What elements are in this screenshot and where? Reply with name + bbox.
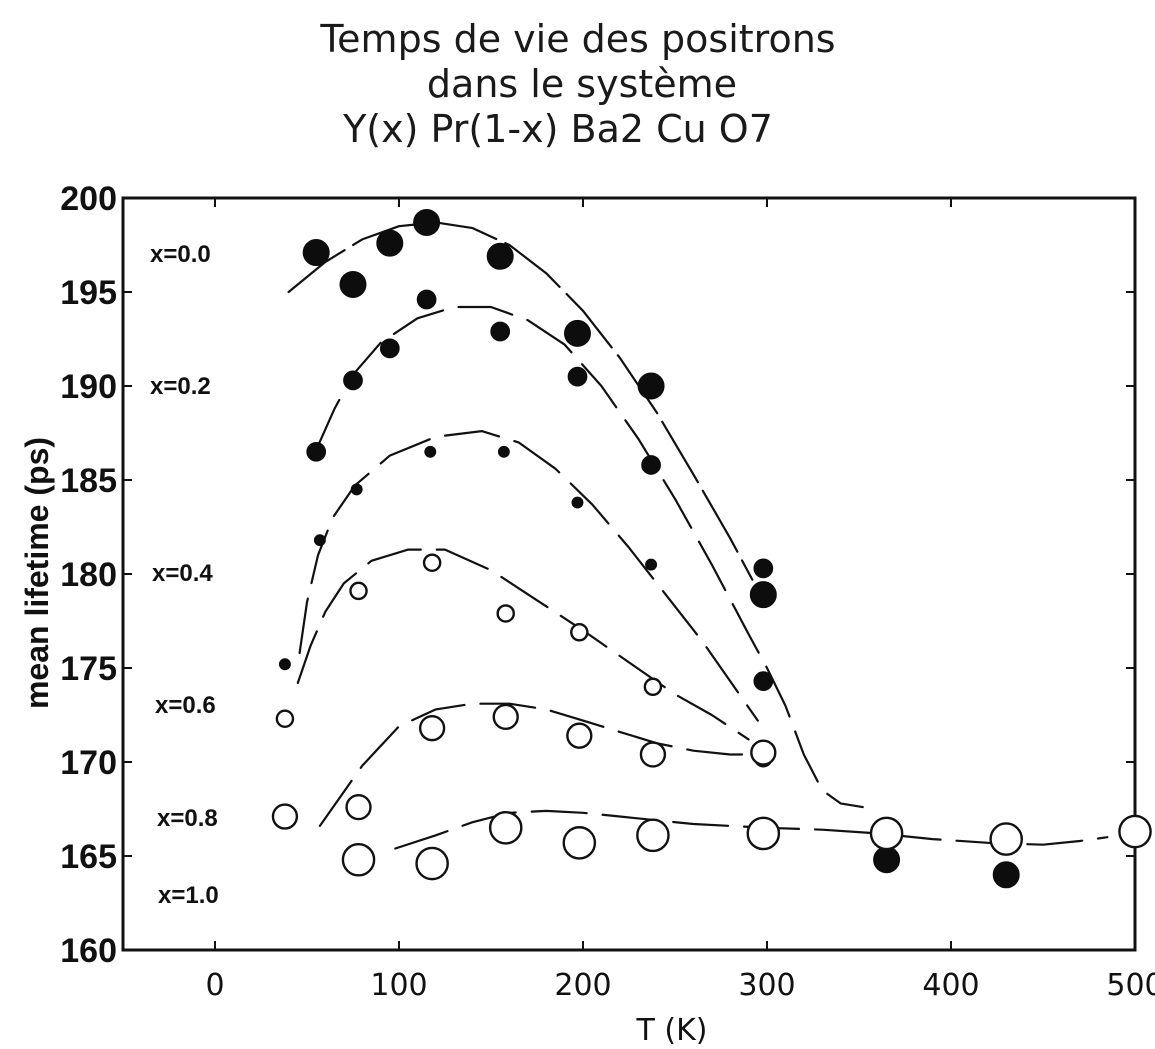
- data-point-x-0-2: [753, 558, 774, 579]
- series-label-x-1-0: x=1.0: [158, 882, 219, 909]
- data-point-x-0-2: [490, 321, 511, 342]
- data-point-x-0-8: [418, 714, 446, 742]
- fit-curve-x-0-8: [318, 702, 763, 828]
- data-point-x-0-0: [376, 229, 404, 257]
- x-tick-label: 400: [922, 968, 979, 1003]
- data-point-x-0-0: [486, 242, 514, 270]
- data-point-x-1-0: [746, 816, 781, 851]
- series-label-x-0-0: x=0.0: [150, 241, 211, 268]
- fit-curve-x-0-4: [298, 430, 759, 722]
- series-label-x-0-4: x=0.4: [152, 560, 213, 587]
- data-point-x-0-0: [873, 846, 901, 874]
- series-labels: x=0.0 x=0.2 x=0.4 x=0.6 x=0.8 x=1.0: [150, 241, 219, 909]
- series-label-x-0-8: x=0.8: [157, 805, 218, 832]
- data-point-x-1-0: [1118, 814, 1152, 849]
- data-point-x-0-0: [413, 208, 441, 236]
- data-point-x-0-6: [643, 677, 663, 697]
- data-point-x-0-4: [645, 558, 658, 571]
- data-point-x-0-8: [345, 793, 372, 821]
- data-point-x-0-0: [302, 239, 330, 267]
- x-tick-label: 300: [738, 968, 795, 1003]
- data-point-x-0-2: [641, 455, 661, 475]
- data-point-x-0-0: [563, 319, 591, 347]
- x-tick-label: 200: [554, 968, 611, 1003]
- y-tick-label: 165: [60, 838, 117, 876]
- data-point-x-0-2: [416, 289, 437, 310]
- x-tick-label: 0: [205, 968, 224, 1003]
- y-tick-label: 170: [60, 744, 117, 782]
- y-tick-label: 185: [60, 462, 117, 500]
- data-point-x-0-4: [497, 445, 510, 458]
- data-point-x-0-4: [424, 445, 437, 458]
- y-axis-label: mean lifetime (ps): [19, 437, 55, 709]
- data-point-x-1-0: [341, 842, 376, 877]
- data-point-x-1-0: [562, 826, 597, 860]
- chart-title: Temps de vie des positrons dans le systè…: [319, 17, 835, 151]
- plot-area-frame: [121, 196, 1137, 952]
- series-label-x-0-6: x=0.6: [155, 692, 216, 719]
- data-point-x-0-4: [757, 675, 770, 688]
- data-point-x-1-0: [636, 818, 670, 853]
- data-point-x-0-8: [566, 722, 593, 749]
- data-point-x-0-8: [271, 803, 299, 830]
- chart-title-line-1: Temps de vie des positrons: [319, 17, 835, 61]
- x-tick-label: 100: [370, 968, 427, 1003]
- data-point-x-0-8: [750, 739, 777, 766]
- data-point-x-0-2: [567, 366, 588, 387]
- data-point-x-1-0: [869, 816, 904, 851]
- x-tick-label: 500: [1106, 968, 1155, 1003]
- data-point-x-0-2: [343, 370, 363, 391]
- data-point-x-0-6: [275, 709, 295, 729]
- data-point-x-0-2: [379, 338, 400, 359]
- y-tick-label: 190: [60, 368, 117, 406]
- data-point-x-0-0: [339, 270, 367, 298]
- data-point-x-0-0: [992, 861, 1020, 889]
- data-point-x-1-0: [488, 811, 523, 845]
- fit-curve-x-0-0: [287, 221, 754, 581]
- chart-title-line-2: dans le système: [427, 62, 737, 106]
- axis-ticks: 0 100 200 300 400 500 160 165 170 175 180 185 190 195…: [60, 180, 1155, 1003]
- y-tick-label: 180: [60, 556, 117, 594]
- data-point-x-0-8: [639, 741, 667, 768]
- y-tick-label: 175: [60, 650, 117, 688]
- data-point-x-0-6: [349, 581, 368, 601]
- data-point-x-0-6: [496, 604, 515, 623]
- data-point-x-0-0: [637, 372, 665, 400]
- series-label-x-0-2: x=0.2: [150, 373, 211, 400]
- chart-title-line-3: Y(x) Pr(1-x) Ba2 Cu O7: [342, 107, 773, 151]
- data-point-x-0-4: [313, 534, 326, 547]
- y-tick-label: 160: [60, 932, 117, 970]
- data-point-x-0-4: [571, 496, 584, 509]
- fit-curves: [287, 221, 1109, 850]
- data-point-x-0-0: [749, 581, 777, 609]
- fit-curve-x-0-2: [315, 305, 864, 809]
- data-point-x-1-0: [415, 846, 449, 881]
- data-points: [271, 208, 1152, 889]
- data-point-x-0-4: [350, 483, 363, 496]
- data-point-x-0-2: [306, 441, 327, 462]
- data-point-x-0-6: [570, 623, 589, 642]
- data-point-x-1-0: [989, 822, 1024, 856]
- fit-curve-x-0-6: [296, 548, 750, 741]
- x-axis-label: T (K): [636, 1013, 708, 1048]
- y-tick-label: 200: [60, 180, 117, 218]
- data-point-x-0-6: [422, 553, 442, 572]
- data-point-x-0-8: [492, 703, 519, 731]
- y-tick-label: 195: [60, 274, 117, 312]
- data-point-x-0-4: [278, 658, 291, 671]
